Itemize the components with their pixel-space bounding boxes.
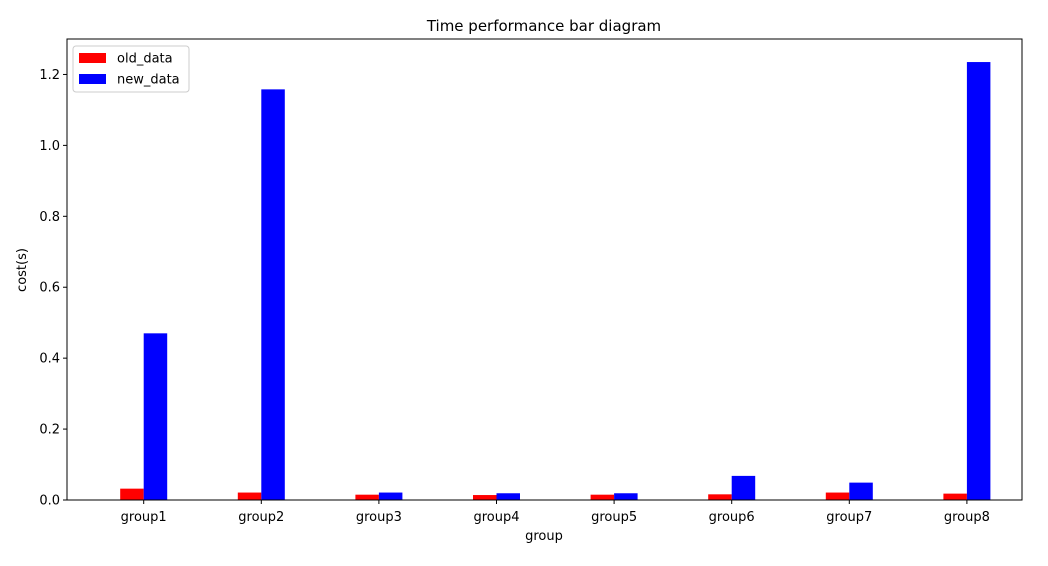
legend-swatch-new-data: [79, 74, 106, 84]
y-tick-label: 0.6: [39, 281, 60, 296]
bar-new-data-group2: [261, 89, 285, 501]
chart-title: Time performance bar diagram: [426, 17, 661, 35]
bar-old-data-group7: [825, 492, 850, 500]
y-tick-label: 0.4: [39, 352, 60, 367]
legend-swatch-old-data: [79, 53, 106, 63]
bar-old-data-group3: [355, 494, 379, 500]
x-tick-label: group2: [238, 510, 284, 525]
legend-label-old-data: old_data: [117, 52, 173, 67]
x-axis: group1 group2 group3 group4 group5 group6 grou…: [121, 500, 990, 525]
bar-new-data-group5: [614, 493, 638, 500]
y-axis: 0.0 0.2 0.4 0.6 0.8 1.0 1.2: [39, 68, 67, 509]
y-tick-label: 0.2: [39, 423, 60, 438]
x-tick-label: group1: [121, 510, 167, 525]
bar-new-data-group8: [966, 62, 991, 501]
bar-old-data-group1: [120, 488, 144, 500]
bars-layer: [120, 62, 991, 501]
y-axis-label: cost(s): [15, 248, 30, 292]
x-tick-label: group3: [356, 510, 402, 525]
bar-new-data-group1: [143, 333, 168, 500]
y-tick-label: 1.2: [39, 68, 60, 83]
y-tick-label: 0.0: [39, 494, 60, 509]
y-tick-label: 0.8: [39, 210, 60, 225]
bar-old-data-group6: [708, 494, 732, 500]
bar-new-data-group6: [731, 475, 756, 500]
y-tick-label: 1.0: [39, 139, 60, 154]
bar-old-data-group5: [590, 494, 615, 500]
bar-old-data-group8: [943, 493, 967, 500]
legend-label-new-data: new_data: [117, 73, 180, 88]
x-tick-label: group7: [826, 510, 872, 525]
x-axis-label: group: [525, 529, 563, 544]
bar-old-data-group2: [237, 492, 262, 500]
plot-frame: [66, 38, 1023, 501]
x-tick-label: group5: [591, 510, 637, 525]
x-tick-label: group4: [473, 510, 519, 525]
bar-old-data-group4: [473, 495, 497, 500]
bar-new-data-group4: [496, 493, 520, 500]
bar-new-data-group7: [849, 482, 873, 500]
bar-new-data-group3: [378, 492, 403, 500]
x-tick-label: group8: [944, 510, 990, 525]
legend: old_data new_data: [72, 45, 190, 93]
x-tick-label: group6: [709, 510, 755, 525]
